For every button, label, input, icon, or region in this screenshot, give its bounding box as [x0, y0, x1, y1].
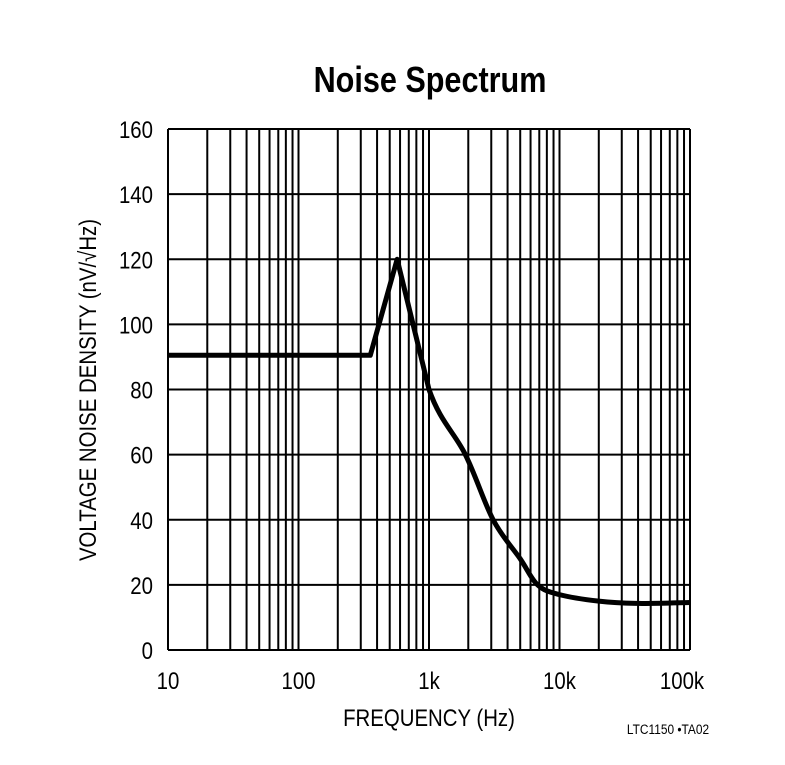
x-tick-label: 1k	[418, 667, 440, 694]
chart-title: Noise Spectrum	[314, 61, 547, 101]
y-axis-label: VOLTAGE NOISE DENSITY (nV/√Hz)	[74, 219, 101, 561]
y-tick-label: 140	[119, 182, 153, 209]
y-tick-label: 20	[130, 572, 153, 599]
x-tick-label: 10k	[543, 667, 577, 694]
y-tick-label: 0	[142, 637, 153, 664]
series	[168, 256, 691, 606]
y-tick-label: 160	[119, 116, 153, 143]
y-tick-label: 120	[119, 247, 153, 274]
x-tick-label: 100	[281, 667, 315, 694]
y-tick-label: 80	[130, 377, 153, 404]
x-tick-label: 100k	[660, 667, 705, 694]
y-tick-labels: 0 20 40 60 80 100 120 140 160	[119, 116, 153, 664]
figure-id: LTC1150 •TA02	[627, 721, 709, 737]
x-tick-label: 10	[157, 667, 180, 694]
noise-density-curve	[168, 256, 691, 606]
y-tick-label: 60	[130, 442, 153, 469]
y-tick-label: 100	[119, 312, 153, 339]
x-axis-label: FREQUENCY (Hz)	[343, 704, 515, 731]
y-tick-label: 40	[130, 507, 153, 534]
x-tick-labels: 10 100 1k 10k 100k	[157, 667, 705, 694]
